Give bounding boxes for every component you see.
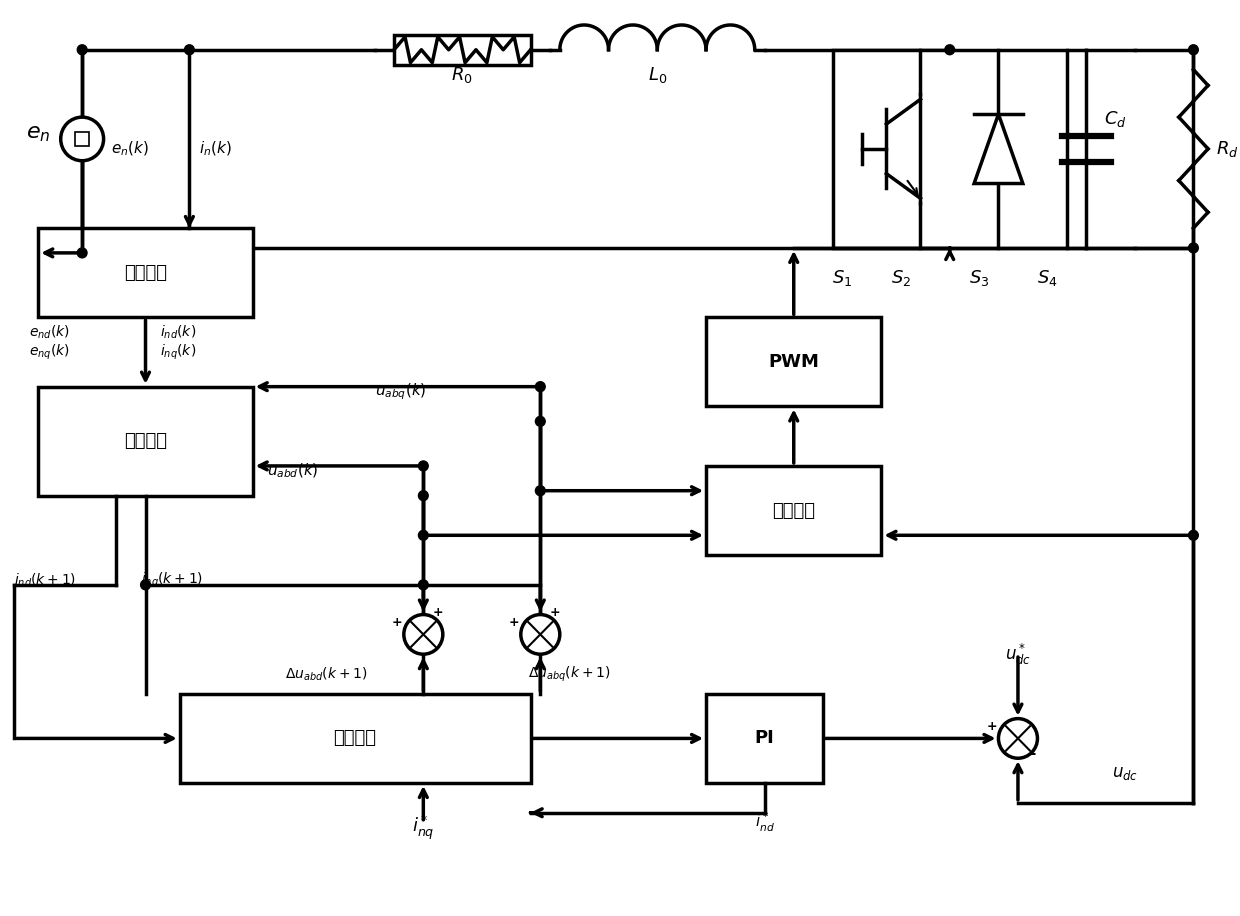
Text: $L_0$: $L_0$ xyxy=(647,64,667,84)
Text: $C_d$: $C_d$ xyxy=(1104,109,1127,129)
Text: +: + xyxy=(549,606,560,619)
Text: $i_{nd}(k+1)$: $i_{nd}(k+1)$ xyxy=(14,572,76,589)
Circle shape xyxy=(404,615,443,654)
Text: PI: PI xyxy=(755,729,775,747)
Polygon shape xyxy=(975,114,1023,183)
Circle shape xyxy=(418,461,428,471)
Text: $i_{nd}^*$: $i_{nd}^*$ xyxy=(755,811,775,834)
Text: $\Delta u_{abd}(k+1)$: $\Delta u_{abd}(k+1)$ xyxy=(285,665,367,682)
Text: $i_{nq}(k+1)$: $i_{nq}(k+1)$ xyxy=(140,571,202,590)
Bar xyxy=(76,132,89,146)
Circle shape xyxy=(61,117,104,160)
Text: 预测模型: 预测模型 xyxy=(124,432,167,450)
Text: 代价函数: 代价函数 xyxy=(334,729,377,747)
Text: +: + xyxy=(986,720,997,733)
Circle shape xyxy=(418,530,428,540)
Text: PWM: PWM xyxy=(769,353,820,371)
Circle shape xyxy=(521,615,559,654)
Text: $u_{dc}^*$: $u_{dc}^*$ xyxy=(1004,641,1030,667)
Text: $u_{abd}(k)$: $u_{abd}(k)$ xyxy=(268,462,319,480)
Circle shape xyxy=(1189,45,1198,55)
Circle shape xyxy=(536,485,546,496)
Circle shape xyxy=(77,248,87,257)
Circle shape xyxy=(945,45,955,55)
Text: +: + xyxy=(508,616,520,629)
Text: +: + xyxy=(392,616,402,629)
Circle shape xyxy=(998,719,1038,758)
Circle shape xyxy=(77,45,87,55)
Circle shape xyxy=(418,491,428,501)
Bar xyxy=(706,693,823,783)
Text: $u_{dc}$: $u_{dc}$ xyxy=(1112,764,1138,782)
Bar xyxy=(706,466,882,555)
Text: $S_1$: $S_1$ xyxy=(832,267,853,288)
Text: $i_{nq}(k)$: $i_{nq}(k)$ xyxy=(160,343,196,362)
Bar xyxy=(394,35,531,65)
Circle shape xyxy=(140,580,150,590)
Text: $R_0$: $R_0$ xyxy=(451,64,474,84)
Text: $e_{nd}(k)$: $e_{nd}(k)$ xyxy=(29,323,69,341)
Text: $S_2$: $S_2$ xyxy=(890,267,911,288)
Text: -: - xyxy=(1029,746,1035,761)
Text: $S_3$: $S_3$ xyxy=(968,267,990,288)
Circle shape xyxy=(536,382,546,392)
Circle shape xyxy=(536,417,546,426)
Text: $S_4$: $S_4$ xyxy=(1037,267,1058,288)
Circle shape xyxy=(1189,530,1198,540)
Text: $u_{abq}(k)$: $u_{abq}(k)$ xyxy=(374,381,427,402)
Text: $i_{nq}^*$: $i_{nq}^*$ xyxy=(412,813,434,842)
Text: $e_n(k)$: $e_n(k)$ xyxy=(112,139,149,158)
Text: $R_d$: $R_d$ xyxy=(1216,139,1239,158)
Bar xyxy=(180,693,531,783)
Circle shape xyxy=(185,45,195,55)
Text: +: + xyxy=(433,606,443,619)
Text: $e_n$: $e_n$ xyxy=(26,124,51,144)
Text: 校正模块: 校正模块 xyxy=(773,502,815,519)
Text: $\Delta u_{abq}(k+1)$: $\Delta u_{abq}(k+1)$ xyxy=(528,664,611,683)
Circle shape xyxy=(418,580,428,590)
Text: $i_n(k)$: $i_n(k)$ xyxy=(200,139,232,158)
Text: 坐标变换: 坐标变换 xyxy=(124,264,167,282)
Bar xyxy=(706,317,882,407)
Circle shape xyxy=(1189,243,1198,253)
Bar xyxy=(38,228,253,317)
Text: $e_{nq}(k)$: $e_{nq}(k)$ xyxy=(29,343,69,362)
Text: $i_{nd}(k)$: $i_{nd}(k)$ xyxy=(160,323,196,341)
Bar xyxy=(833,49,1066,248)
Bar xyxy=(38,387,253,496)
